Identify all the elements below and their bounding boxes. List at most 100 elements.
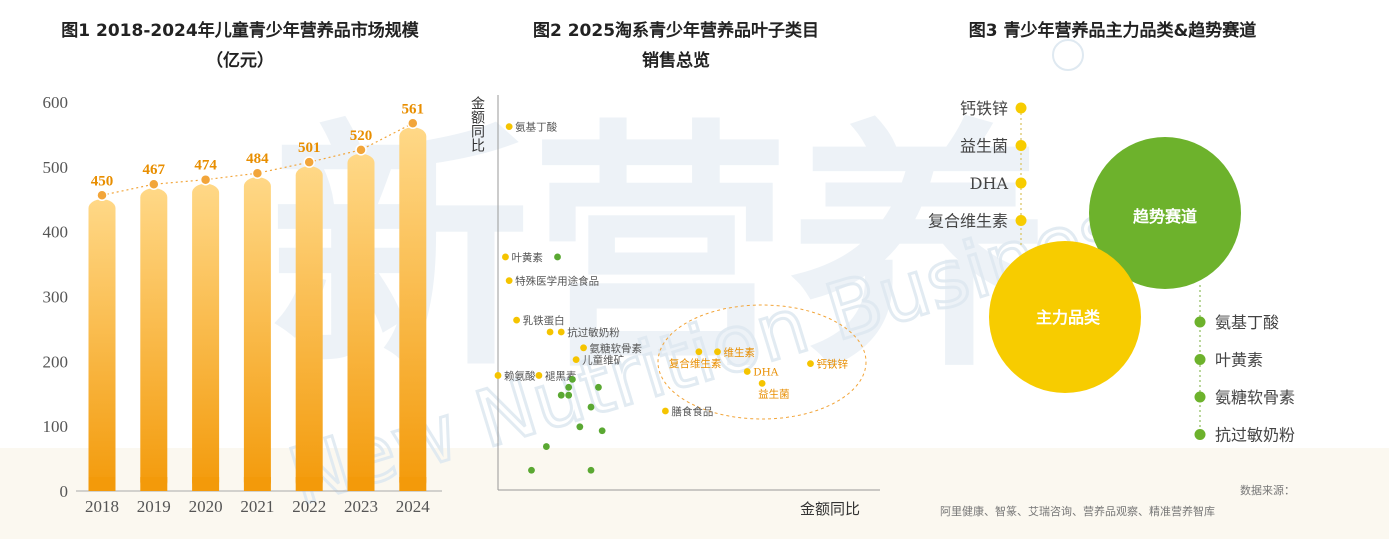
figure3-main-item-label: 钙铁锌 xyxy=(960,99,1008,118)
figure2-scatter-point xyxy=(807,360,814,367)
figure2-point-label: DHA xyxy=(753,367,779,379)
figure2-scatter-point xyxy=(569,376,576,383)
figure1-y-tick-label: 200 xyxy=(43,352,69,371)
figure2-point-label: 钙铁锌 xyxy=(816,358,848,371)
figure1-bar xyxy=(399,127,427,491)
bottom-background-band xyxy=(0,448,1389,539)
figure3-trend-circle-label: 趋势赛道 xyxy=(1133,207,1197,226)
figure2-scatter-point xyxy=(695,348,703,356)
figure2-point-label: 维生素 xyxy=(723,346,755,359)
figure3-main-item-label: DHA xyxy=(970,174,1009,193)
figure1-bar-value-label: 474 xyxy=(194,158,217,174)
figure1-bar-base xyxy=(243,477,271,491)
figure2-scatter-point xyxy=(554,253,561,261)
figure2-scatter-point xyxy=(557,391,565,399)
figure2-point-label: 乳铁蛋白 xyxy=(523,314,565,327)
figure3-main-circle-label: 主力品类 xyxy=(1036,308,1101,327)
figure2-scatter-point xyxy=(580,344,587,352)
figure3-main-item-label: 复合维生素 xyxy=(928,212,1008,231)
figure2-point-label: 赖氨酸 xyxy=(504,369,536,382)
data-source-label: 数据来源： xyxy=(1240,484,1295,497)
figure3-trend-item-label: 氨糖软骨素 xyxy=(1215,388,1295,407)
figure1-bar xyxy=(243,177,271,491)
figure2-scatter-point xyxy=(535,372,543,379)
figure1-x-tick-label: 2021 xyxy=(240,497,274,516)
figure2-scatter-point xyxy=(587,403,595,411)
figure2-scatter-point xyxy=(565,391,573,399)
figure2-scatter-point xyxy=(598,427,606,435)
figure2-scatter-point xyxy=(662,407,669,415)
figure2-scatter-point xyxy=(546,328,554,336)
figure1-bar-chart: 0 100 200 300 400 500 600 450 467 474 484 501 520 56… xyxy=(43,93,442,516)
figure3-trend-item-dot xyxy=(1194,429,1206,440)
figure3-trend-item-dot xyxy=(1194,316,1206,328)
figure3-trend-item-label: 抗过敏奶粉 xyxy=(1215,426,1295,445)
figure2-scatter-point xyxy=(595,383,602,391)
figure1-trend-marker xyxy=(199,173,212,186)
figure1-bar-value-label: 467 xyxy=(143,162,166,178)
figure1-bar-base xyxy=(347,477,375,491)
figure1-bar xyxy=(192,183,220,491)
figure2-scatter-point xyxy=(587,466,595,474)
figure1-bar-value-label: 561 xyxy=(402,101,425,117)
figure2-point-label: 复合维生素 xyxy=(669,357,722,370)
figure2-scatter-point xyxy=(505,277,513,285)
figure2-point-label: 特殊医学用途食品 xyxy=(515,275,599,288)
figure1-bar-base xyxy=(295,477,323,491)
figure2-point-label: 抗过敏奶粉 xyxy=(567,326,620,339)
figure3-trend-item-dot xyxy=(1194,354,1206,365)
figure1-bar xyxy=(88,199,116,491)
data-source-text: 阿里健康、智篆、艾瑞咨询、营养品观察、精准营养智库 xyxy=(940,505,1215,518)
figure3-trend-item-label: 氨基丁酸 xyxy=(1215,313,1279,332)
figure1-bar-value-label: 501 xyxy=(298,140,321,156)
figure2-y-axis-label: 金额同比 xyxy=(469,96,485,152)
figure1-title: 图1 2018-2024年儿童青少年营养品市场规模 （亿元） xyxy=(20,16,460,76)
figure3-title-line1: 图3 青少年营养品主力品类&趋势赛道 xyxy=(968,21,1257,41)
figure2-scatter-point xyxy=(572,356,580,364)
figure3-main-circle xyxy=(989,241,1141,393)
figure2-scatter-point xyxy=(758,379,766,387)
figure3-main-item-dot xyxy=(1015,102,1027,114)
figure1-trend-marker xyxy=(303,156,315,168)
figure1-bar-base xyxy=(399,477,427,491)
figure2-scatter-point xyxy=(505,123,513,130)
figure1-y-tick-label: 600 xyxy=(43,93,69,112)
figure1-trend-marker xyxy=(355,144,367,156)
figure2-title-line2: 销售总览 xyxy=(642,51,710,71)
figure3-title: 图3 青少年营养品主力品类&趋势赛道 xyxy=(905,16,1320,46)
figure1-trend-marker xyxy=(407,117,419,130)
figure2-title: 图2 2025淘系青少年营养品叶子类目 销售总览 xyxy=(480,16,872,76)
figure1-y-tick-label: 0 xyxy=(60,482,69,501)
figure3-trend-circle xyxy=(1089,137,1241,289)
figure3-main-item-dot xyxy=(1015,140,1027,151)
figure3-main-item-dot xyxy=(1015,177,1027,189)
figure2-scatter-point xyxy=(714,348,721,356)
figure1-title-line2: （亿元） xyxy=(206,51,274,71)
figure1-bar-value-label: 450 xyxy=(91,173,114,189)
figure3-main-item-label: 益生菌 xyxy=(960,137,1008,156)
figure2-trend-highlight-ellipse xyxy=(657,304,867,420)
figure1-y-tick-label: 400 xyxy=(43,223,69,242)
figure1-y-tick-label: 500 xyxy=(43,158,69,177)
figure1-bar-value-label: 484 xyxy=(246,151,269,167)
figure2-point-label: 氨基丁酸 xyxy=(515,121,557,134)
figure3-trend-item-label: 叶黄素 xyxy=(1215,351,1263,370)
figure2-scatter-point xyxy=(557,328,565,336)
figure1-x-tick-label: 2018 xyxy=(85,497,119,516)
figure1-trend-marker xyxy=(148,178,160,190)
figure1-bar-value-label: 520 xyxy=(350,128,373,144)
figure1-bar xyxy=(140,188,168,491)
figure2-scatter-point xyxy=(542,443,550,450)
figure2-point-label: 膳食食品 xyxy=(671,405,713,418)
figure1-x-tick-label: 2022 xyxy=(292,497,326,516)
figure1-x-tick-label: 2024 xyxy=(396,497,431,516)
figure2-point-label: 儿童维矿 xyxy=(582,354,624,367)
figure1-trend-marker xyxy=(251,167,264,179)
figure3-main-item-dot xyxy=(1015,215,1027,226)
figure2-scatter-point xyxy=(513,316,520,324)
figure2-x-axis-label: 金额同比 xyxy=(800,500,860,518)
figure2-scatter-point xyxy=(494,372,502,379)
figure2-title-line1: 图2 2025淘系青少年营养品叶子类目 xyxy=(532,21,820,41)
